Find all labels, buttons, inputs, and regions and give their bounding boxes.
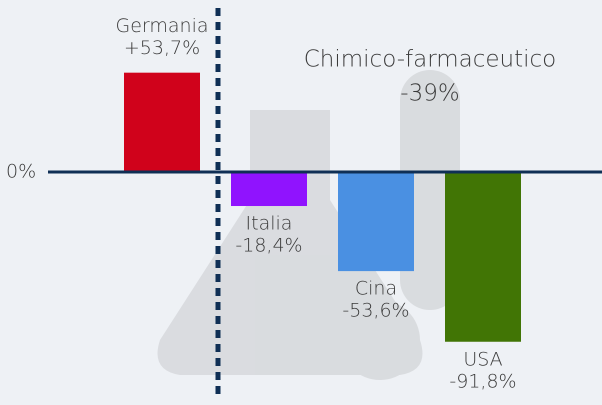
- bar: [445, 171, 521, 342]
- bar: [124, 72, 200, 172]
- value-label: -53,6%: [342, 300, 409, 322]
- category-label: Cina: [355, 278, 397, 300]
- bar: [338, 171, 414, 272]
- value-label: -18,4%: [235, 235, 302, 257]
- chart-title: Chimico-farmaceutico: [304, 47, 557, 73]
- value-label: -91,8%: [449, 370, 516, 392]
- category-label: Germania: [115, 15, 208, 37]
- bar: [231, 171, 307, 207]
- chart-subtitle: -39%: [400, 81, 459, 107]
- y-tick-label: 0%: [6, 160, 36, 182]
- value-label: +53,7%: [124, 37, 200, 59]
- background-flask: [157, 70, 460, 380]
- category-label: USA: [463, 348, 502, 370]
- category-label: Italia: [246, 213, 293, 235]
